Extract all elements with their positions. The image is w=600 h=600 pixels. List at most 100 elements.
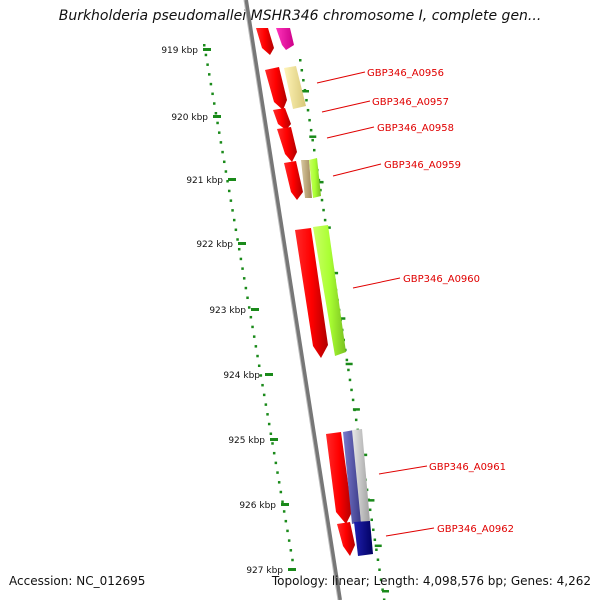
gene-GBP346_A0956[interactable] bbox=[284, 66, 306, 109]
guide-dot bbox=[241, 267, 244, 270]
guide-dot bbox=[256, 354, 259, 358]
guide-dot bbox=[272, 451, 276, 455]
guide-dot bbox=[382, 598, 386, 600]
guide-dot bbox=[378, 568, 381, 571]
guide-dot bbox=[350, 388, 353, 392]
guide-dot bbox=[259, 374, 263, 377]
guide-dot bbox=[266, 413, 269, 416]
guide-dot bbox=[345, 358, 349, 362]
guide-dot bbox=[351, 398, 355, 402]
guide-dot bbox=[267, 422, 271, 426]
guide-dot bbox=[312, 148, 316, 152]
gene-GBP346_A0961[interactable] bbox=[343, 430, 361, 524]
gene-label[interactable]: GBP346_A0961 bbox=[429, 462, 506, 473]
guide-dot bbox=[222, 160, 226, 164]
kbp-tick bbox=[281, 503, 289, 506]
track-guides bbox=[203, 44, 389, 600]
guide-dot bbox=[214, 111, 218, 115]
guide-dot bbox=[262, 393, 266, 397]
guide-dot bbox=[206, 63, 209, 66]
gene-red-top[interactable] bbox=[256, 28, 274, 55]
kbp-label: 926 kbp bbox=[239, 501, 276, 511]
guide-dot bbox=[212, 102, 216, 105]
guide-dot bbox=[209, 82, 213, 86]
guide-dot bbox=[282, 510, 286, 513]
guide-dot bbox=[226, 179, 229, 183]
kbp-label: 919 kbp bbox=[161, 46, 198, 56]
guide-dot bbox=[239, 257, 243, 261]
gene-GBP346_A0957[interactable] bbox=[273, 108, 291, 130]
gene-GBP346_A0959[interactable] bbox=[309, 158, 321, 198]
guide-dot bbox=[257, 364, 261, 368]
gene-leader-line bbox=[378, 465, 428, 475]
gene-grey[interactable] bbox=[352, 429, 370, 523]
gene-GBP346_A0960[interactable] bbox=[313, 225, 346, 356]
guide-dash bbox=[345, 362, 353, 366]
guide-dot bbox=[216, 121, 219, 125]
kbp-tick bbox=[238, 242, 246, 245]
guide-dot bbox=[289, 549, 293, 552]
guide-dot bbox=[308, 118, 311, 122]
guide-dot bbox=[372, 528, 375, 532]
guide-dot bbox=[276, 471, 279, 474]
guide-dot bbox=[211, 92, 214, 96]
gene-leader-line bbox=[332, 163, 382, 177]
guide-dot bbox=[277, 481, 281, 484]
guide-dot bbox=[306, 108, 310, 112]
gene-label[interactable]: GBP346_A0956 bbox=[367, 68, 444, 79]
gene-leader-line bbox=[326, 126, 375, 139]
guide-dot bbox=[251, 325, 254, 329]
guide-dot bbox=[311, 138, 314, 142]
guide-dot bbox=[309, 128, 313, 132]
kbp-label: 923 kbp bbox=[209, 306, 246, 316]
gene-label[interactable]: GBP346_A0962 bbox=[437, 524, 514, 535]
gene-label[interactable]: GBP346_A0957 bbox=[372, 97, 449, 108]
kbp-tick bbox=[203, 48, 211, 51]
guide-dot bbox=[322, 208, 325, 212]
gene-label[interactable]: GBP346_A0958 bbox=[377, 123, 454, 134]
guide-dot bbox=[375, 548, 378, 552]
guide-dot bbox=[232, 218, 236, 222]
guide-dash bbox=[309, 135, 317, 138]
kbp-tick bbox=[228, 178, 236, 181]
guide-dot bbox=[291, 558, 294, 562]
guide-dot bbox=[203, 44, 206, 47]
gene-GBP346_A0958[interactable] bbox=[277, 127, 297, 162]
gene-red-a[interactable] bbox=[265, 67, 287, 110]
gene-red-e[interactable] bbox=[337, 522, 355, 556]
gene-label[interactable]: GBP346_A0960 bbox=[403, 274, 480, 285]
gene-red-b[interactable] bbox=[284, 161, 303, 200]
kbp-label: 920 kbp bbox=[171, 113, 208, 123]
guide-dot bbox=[320, 198, 324, 202]
guide-dot bbox=[207, 73, 211, 76]
guide-dot bbox=[244, 286, 248, 290]
gene-tan[interactable] bbox=[301, 160, 312, 198]
guide-dot bbox=[299, 59, 302, 62]
guide-dot bbox=[348, 378, 352, 382]
guide-dot bbox=[370, 518, 373, 522]
kbp-label: 925 kbp bbox=[228, 436, 265, 446]
kbp-label: 927 kbp bbox=[246, 566, 283, 576]
kbp-label: 921 kbp bbox=[186, 176, 223, 186]
guide-dot bbox=[368, 508, 372, 512]
topology-summary: Topology: linear; Length: 4,098,576 bp; … bbox=[271, 574, 591, 588]
gene-label[interactable]: GBP346_A0959 bbox=[384, 160, 461, 171]
gene-GBP346_A0962[interactable] bbox=[354, 521, 373, 556]
gene-pink-top[interactable] bbox=[276, 28, 294, 50]
guide-dash bbox=[338, 317, 346, 320]
kbp-tick bbox=[213, 115, 221, 118]
gene-track bbox=[256, 28, 373, 556]
gene-labels: GBP346_A0956 GBP346_A0957 GBP346_A0958 GBP3… bbox=[316, 68, 514, 537]
gene-red-d[interactable] bbox=[326, 432, 352, 524]
guide-dot bbox=[281, 500, 284, 503]
gene-red-c[interactable] bbox=[295, 228, 328, 358]
guide-dot bbox=[286, 529, 289, 533]
guide-dot bbox=[376, 558, 380, 561]
kbp-tick bbox=[251, 308, 259, 311]
guide-dot bbox=[261, 383, 264, 387]
guide-dot bbox=[237, 247, 241, 251]
guide-dot bbox=[302, 78, 305, 82]
guide-dot bbox=[379, 578, 383, 581]
guide-dash bbox=[316, 180, 324, 184]
guide-dot bbox=[224, 170, 228, 173]
